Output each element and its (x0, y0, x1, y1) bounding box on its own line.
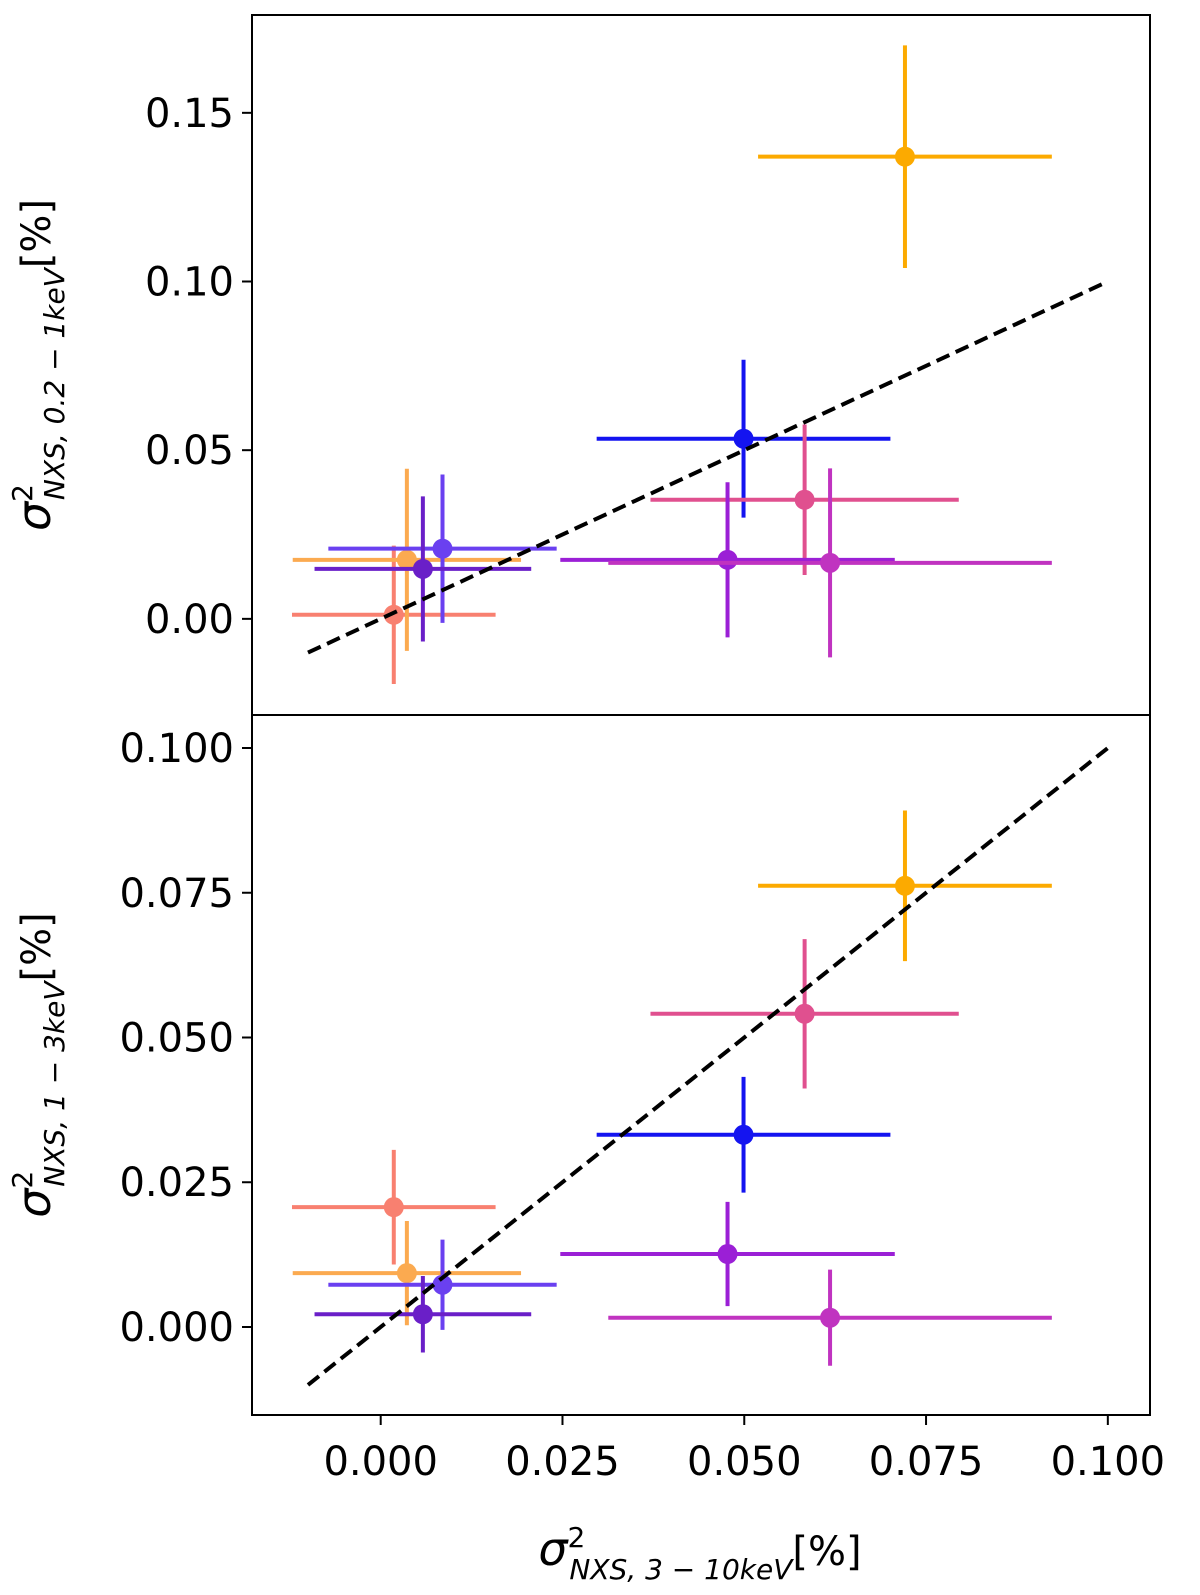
label-sup: 2 (568, 1521, 586, 1554)
y-tick-label: 0.05 (145, 428, 234, 474)
y-tick-label: 0.075 (119, 871, 234, 917)
y-tick-label: 0.15 (145, 91, 234, 137)
label-sub: NXS, 3 − 10keV (569, 1553, 794, 1586)
x-tick-label: 0.100 (1051, 1439, 1166, 1485)
y-tick-label: 0.000 (119, 1305, 234, 1351)
label-sub: NXS, 0.2 − 1keV (38, 266, 71, 500)
point (396, 549, 417, 570)
label-unit: [%] (792, 1529, 861, 1575)
points (291, 45, 1109, 684)
label-unit: [%] (14, 199, 60, 268)
label-symbol: σ (538, 1522, 569, 1576)
point (733, 1124, 754, 1145)
x-tick-label: 0.000 (323, 1439, 438, 1485)
y-tick-label: 0.025 (119, 1160, 234, 1206)
point (894, 146, 915, 167)
axes-frame (251, 714, 1151, 1416)
x-tick-label: 0.025 (505, 1439, 620, 1485)
point (794, 1003, 815, 1024)
reference-line (307, 279, 1109, 655)
y-axis-label: σ2NXS, 0.2 − 1keV[%] (6, 199, 71, 531)
x-tick-label: 0.050 (687, 1439, 802, 1485)
points (291, 746, 1110, 1387)
y-tick-label: 0.10 (145, 260, 234, 306)
y-tick-label: 0.00 (145, 597, 234, 643)
y-tick-label: 0.100 (119, 726, 234, 772)
y-tick-label: 0.050 (119, 1015, 234, 1061)
label-unit: [%] (14, 912, 60, 981)
point (820, 1307, 841, 1328)
label-symbol: σ (7, 500, 61, 531)
point (412, 1304, 433, 1325)
reference-line (306, 746, 1110, 1387)
point (794, 489, 815, 510)
point (432, 1274, 453, 1295)
point (432, 538, 453, 559)
point (733, 428, 754, 449)
point (717, 549, 738, 570)
x-axis-label: σ2 NXS, 3 − 10keV[%] (538, 1521, 861, 1586)
label-symbol: σ (7, 1187, 61, 1218)
point (717, 1244, 738, 1265)
point (412, 558, 433, 579)
point (894, 875, 915, 896)
point (396, 1263, 417, 1284)
y-axis-label: σ2NXS, 1 − 3keV[%] (6, 912, 71, 1217)
label-sub: NXS, 1 − 3keV (38, 980, 71, 1187)
point (820, 552, 841, 573)
label-sup: 2 (6, 1171, 39, 1189)
x-tick-label: 0.075 (869, 1439, 984, 1485)
point (383, 1197, 404, 1218)
label-sup: 2 (6, 484, 39, 502)
